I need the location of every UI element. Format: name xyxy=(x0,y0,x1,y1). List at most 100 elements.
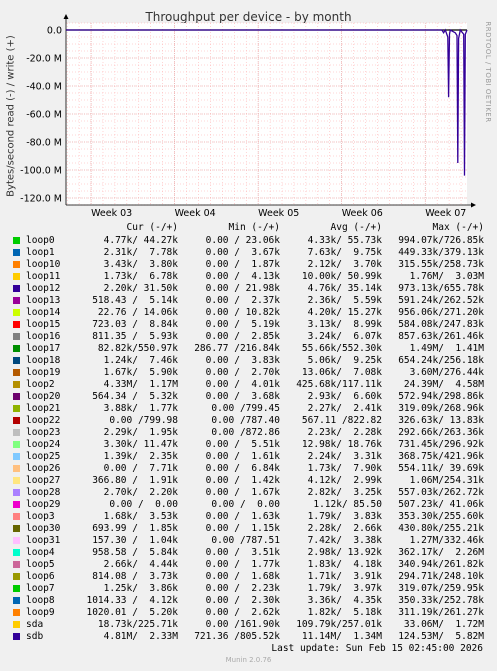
legend-row-sdb: sdb 4.81M/ 2.33M 721.36 /805.52k 11.14M/ 1.… xyxy=(0,631,497,643)
y-tick-label: -120.0 M xyxy=(20,194,62,205)
legend-row-loop17: loop17 82.82k/550.97k 286.77 /216.84k 55.66… xyxy=(0,343,497,355)
legend-row-loop30: loop30 693.99 / 1.85k 0.00 / 1.15k 2.28k/ 2… xyxy=(0,523,497,535)
legend-avg: 2.93k/ 6.60k xyxy=(307,391,382,402)
y-tick-label: -60.0 M xyxy=(26,110,62,121)
legend-header-cur: Cur (-/+) xyxy=(126,222,178,233)
legend-cur: 3.30k/ 11.47k xyxy=(103,439,178,450)
legend-swatch xyxy=(13,273,20,280)
legend-device-name: loop19 xyxy=(26,367,61,378)
legend-cur: 18.73k/225.71k xyxy=(97,619,178,630)
legend-device-name: loop30 xyxy=(26,523,61,534)
legend-cur: 157.30 / 1.04k xyxy=(92,535,178,546)
legend-swatch xyxy=(13,573,20,580)
legend-row-loop26: loop26 0.00 / 7.71k 0.00 / 6.84k 1.73k/ 7.9… xyxy=(0,463,497,475)
legend-row-loop21: loop21 3.88k/ 1.77k 0.00 /799.45 2.27k/ 2.4… xyxy=(0,403,497,415)
legend-avg: 1.79k/ 3.97k xyxy=(307,583,382,594)
legend-cur: 1.39k/ 2.35k xyxy=(103,451,178,462)
legend-row-loop5: loop5 2.66k/ 4.44k 0.00 / 1.77k 1.83k/ 4.18… xyxy=(0,559,497,571)
legend-swatch xyxy=(13,525,20,532)
legend-swatch xyxy=(13,309,20,316)
legend-swatch xyxy=(13,441,20,448)
x-tick-label: Week 07 xyxy=(425,208,466,219)
legend-device-name: loop4 xyxy=(26,547,55,558)
legend-swatch xyxy=(13,633,20,640)
legend-device-name: loop23 xyxy=(26,427,61,438)
legend-header-avg: Avg (-/+) xyxy=(330,222,382,233)
legend-max: 350.33k/252.78k xyxy=(398,595,484,606)
legend-row-loop16: loop16 811.35 / 5.93k 0.00 / 2.85k 3.24k/ 6… xyxy=(0,331,497,343)
legend-min: 0.00 /799.45 xyxy=(211,403,280,414)
legend-max: 1.49M/ 1.41M xyxy=(409,343,484,354)
legend-max: 292.66k/263.36k xyxy=(398,427,484,438)
legend-device-name: loop22 xyxy=(26,415,61,426)
legend-max: 507.23k/ 41.06k xyxy=(398,499,484,510)
y-tick-label: -40.0 M xyxy=(26,82,62,93)
legend-device-name: loop0 xyxy=(26,235,55,246)
legend-max: 1.76M/ 3.03M xyxy=(409,271,484,282)
legend-cur: 1.67k/ 5.90k xyxy=(103,367,178,378)
legend-max: 326.63k/ 13.83k xyxy=(398,415,484,426)
legend-min: 0.00 / 1.61k xyxy=(205,451,280,462)
legend-swatch xyxy=(13,597,20,604)
legend-row-loop6: loop6 814.08 / 3.73k 0.00 / 1.68k 1.71k/ 3.… xyxy=(0,571,497,583)
legend-device-name: loop9 xyxy=(26,607,55,618)
legend-swatch xyxy=(13,369,20,376)
legend-row-loop14: loop14 22.76 / 14.06k 0.00 / 10.82k 4.20k/ … xyxy=(0,307,497,319)
legend-avg: 4.76k/ 35.14k xyxy=(307,283,382,294)
legend-cur: 1.24k/ 7.46k xyxy=(103,355,178,366)
legend-avg: 1.73k/ 7.90k xyxy=(307,463,382,474)
legend-cur: 2.20k/ 31.50k xyxy=(103,283,178,294)
legend-swatch xyxy=(13,285,20,292)
legend-device-name: loop21 xyxy=(26,403,61,414)
legend-max: 340.94k/261.82k xyxy=(398,559,484,570)
legend-device-name: loop16 xyxy=(26,331,61,342)
legend-max: 319.07k/259.95k xyxy=(398,583,484,594)
legend-avg: 4.20k/ 15.27k xyxy=(307,307,382,318)
legend-cur: 1014.33 / 4.12k xyxy=(86,595,178,606)
legend-min: 0.00 /787.40 xyxy=(211,415,280,426)
legend-swatch xyxy=(13,513,20,520)
legend-avg: 1.83k/ 4.18k xyxy=(307,559,382,570)
legend-min: 0.00 /787.51 xyxy=(211,535,280,546)
legend-device-name: loop26 xyxy=(26,463,61,474)
legend-device-name: loop15 xyxy=(26,319,61,330)
legend-device-name: loop12 xyxy=(26,283,61,294)
legend-max: 857.63k/261.46k xyxy=(398,331,484,342)
legend-max: 3.60M/276.44k xyxy=(409,367,484,378)
legend-avg: 2.27k/ 2.41k xyxy=(307,403,382,414)
legend-max: 591.24k/262.52k xyxy=(398,295,484,306)
legend-avg: 567.11 /822.82 xyxy=(301,415,382,426)
throughput-chart: 0.0 -20.0 M -40.0 M -60.0 M -80.0 M -100.0 M -… xyxy=(20,14,476,219)
legend-avg: 3.13k/ 8.99k xyxy=(307,319,382,330)
legend-row-loop27: loop27 366.80 / 1.91k 0.00 / 1.42k 4.12k/ 2… xyxy=(0,475,497,487)
legend-cur: 22.76 / 14.06k xyxy=(97,307,178,318)
legend-row-loop20: loop20 564.34 / 5.32k 0.00 / 3.68k 2.93k/ 6… xyxy=(0,391,497,403)
legend-swatch xyxy=(13,429,20,436)
legend-swatch xyxy=(13,489,20,496)
legend-device-name: loop28 xyxy=(26,487,61,498)
legend-min: 0.00 / 3.67k xyxy=(205,247,280,258)
legend-device-name: loop1 xyxy=(26,247,55,258)
legend-avg: 11.14M/ 1.34M xyxy=(301,631,382,642)
legend-swatch xyxy=(13,465,20,472)
legend-row-loop28: loop28 2.70k/ 2.20k 0.00 / 1.67k 2.82k/ 3.2… xyxy=(0,487,497,499)
legend-header-max: Max (-/+) xyxy=(432,222,484,233)
legend-min: 0.00 / 6.84k xyxy=(205,463,280,474)
x-tick-label: Week 05 xyxy=(258,208,299,219)
legend-swatch xyxy=(13,561,20,568)
series-line-sdb xyxy=(66,28,468,176)
legend-avg: 3.24k/ 6.07k xyxy=(307,331,382,342)
legend-header: Cur (-/+) Min (-/+) Avg (-/+) Max (-/+) xyxy=(0,222,497,234)
legend-avg: 4.33k/ 55.73k xyxy=(307,235,382,246)
legend-swatch xyxy=(13,609,20,616)
legend-max: 554.11k/ 39.69k xyxy=(398,463,484,474)
legend-avg: 2.23k/ 2.28k xyxy=(307,427,382,438)
legend-device-name: loop29 xyxy=(26,499,61,510)
munin-version: Munin 2.0.76 xyxy=(225,656,272,664)
legend-min: 0.00 / 2.37k xyxy=(205,295,280,306)
legend-device-name: loop13 xyxy=(26,295,61,306)
legend-row-loop18: loop18 1.24k/ 7.46k 0.00 / 3.83k 5.06k/ 9.2… xyxy=(0,355,497,367)
legend-max: 956.06k/271.20k xyxy=(398,307,484,318)
legend-cur: 0.00 / 7.71k xyxy=(103,463,178,474)
legend-device-name: sda xyxy=(26,619,44,630)
